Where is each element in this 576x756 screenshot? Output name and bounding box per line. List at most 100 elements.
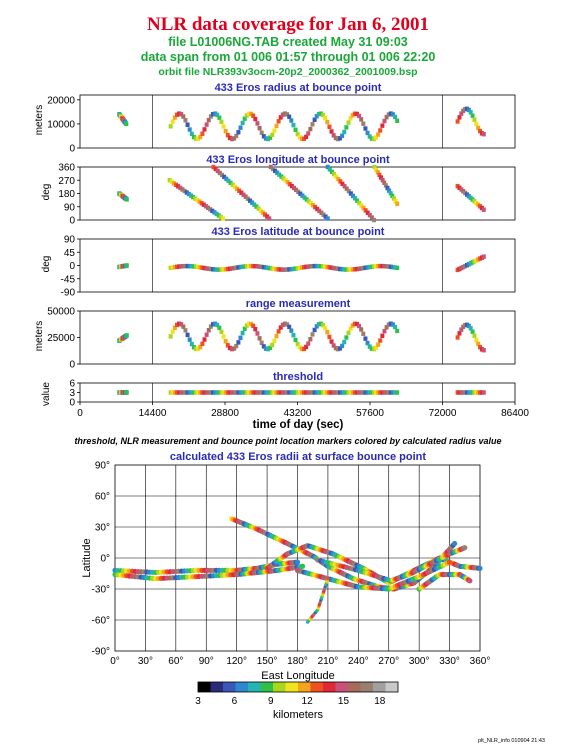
data-point	[318, 111, 323, 116]
data-point	[285, 322, 290, 327]
data-point	[470, 113, 475, 118]
data-point	[325, 164, 330, 170]
data-point	[476, 125, 481, 131]
data-point	[348, 390, 353, 395]
data-point	[215, 168, 220, 174]
colorbar-swatch	[310, 682, 324, 692]
data-point	[350, 267, 355, 272]
data-point	[393, 114, 398, 120]
footer-stamp: plt_NLR_info 010904 21:43	[478, 738, 545, 744]
data-point	[372, 164, 377, 170]
data-point	[177, 390, 182, 395]
data-point	[344, 335, 349, 340]
data-point	[219, 329, 224, 335]
data-point	[208, 324, 213, 329]
data-point	[344, 390, 349, 395]
data-point	[306, 341, 311, 346]
data-point	[177, 264, 182, 269]
data-point	[193, 196, 198, 201]
track-point	[467, 578, 473, 584]
data-point	[177, 111, 182, 116]
data-point	[240, 120, 245, 126]
data-point	[240, 390, 245, 395]
data-point	[374, 167, 379, 172]
colorbar-tick-label: 6	[232, 696, 238, 707]
data-point	[369, 264, 374, 269]
colorbar-swatch	[385, 682, 399, 692]
track-point	[299, 563, 306, 569]
data-point	[206, 390, 211, 395]
colorbar-swatch	[210, 682, 224, 692]
data-point	[124, 390, 129, 395]
data-point	[230, 266, 235, 271]
data-point	[374, 390, 379, 395]
data-point	[232, 265, 237, 271]
data-point	[382, 180, 387, 185]
data-point	[174, 264, 179, 270]
x-tick-label: 57600	[356, 408, 384, 419]
data-point	[268, 390, 273, 395]
ylabel-radius: meters	[34, 105, 45, 136]
data-point	[365, 340, 370, 346]
data-point	[331, 265, 336, 271]
data-point	[297, 390, 302, 395]
data-point	[257, 264, 262, 269]
data-point	[246, 263, 251, 269]
data-point	[191, 264, 196, 269]
data-point	[266, 346, 271, 352]
data-point	[210, 267, 215, 272]
data-point	[223, 267, 228, 272]
data-point	[468, 326, 473, 331]
data-point	[289, 390, 294, 395]
data-point	[181, 263, 186, 269]
data-point	[174, 182, 179, 188]
data-point	[327, 390, 332, 395]
panel-title-longitude: 433 Eros longitude at bounce point	[206, 154, 390, 166]
data-point	[210, 111, 215, 117]
data-point	[291, 122, 296, 128]
map-x-tick-label: 60°	[168, 656, 183, 667]
data-point	[367, 134, 372, 139]
data-point	[206, 205, 211, 211]
data-point	[235, 186, 240, 192]
track-point	[294, 559, 301, 565]
data-point	[270, 390, 275, 395]
data-point	[338, 346, 343, 351]
data-point	[257, 336, 262, 341]
data-point	[278, 325, 283, 330]
data-point	[282, 390, 287, 395]
data-point	[179, 322, 184, 327]
data-point	[232, 346, 237, 351]
data-point	[395, 118, 400, 123]
data-point	[363, 208, 368, 213]
colorbar-swatch	[285, 682, 299, 692]
data-point	[224, 176, 229, 182]
data-point	[316, 322, 321, 327]
data-point	[187, 127, 192, 132]
data-point	[354, 390, 359, 395]
data-point	[314, 114, 319, 119]
data-point	[390, 193, 395, 199]
data-point	[340, 390, 345, 395]
data-point	[191, 134, 196, 140]
data-point	[342, 129, 347, 135]
data-point	[299, 136, 304, 142]
data-point	[238, 335, 243, 341]
colorbar-swatch	[323, 682, 336, 692]
data-point	[350, 113, 355, 118]
data-point	[287, 390, 292, 395]
data-point	[380, 333, 385, 339]
data-point	[174, 112, 179, 118]
data-point	[278, 267, 283, 272]
data-point	[270, 166, 275, 172]
data-point	[255, 331, 260, 336]
data-point	[376, 390, 381, 395]
data-point	[213, 390, 218, 395]
data-point	[293, 337, 298, 343]
data-point	[386, 322, 391, 327]
data-point	[215, 112, 220, 118]
data-point	[200, 390, 205, 395]
data-point	[211, 164, 216, 170]
data-point	[321, 112, 326, 118]
data-point	[182, 188, 187, 194]
